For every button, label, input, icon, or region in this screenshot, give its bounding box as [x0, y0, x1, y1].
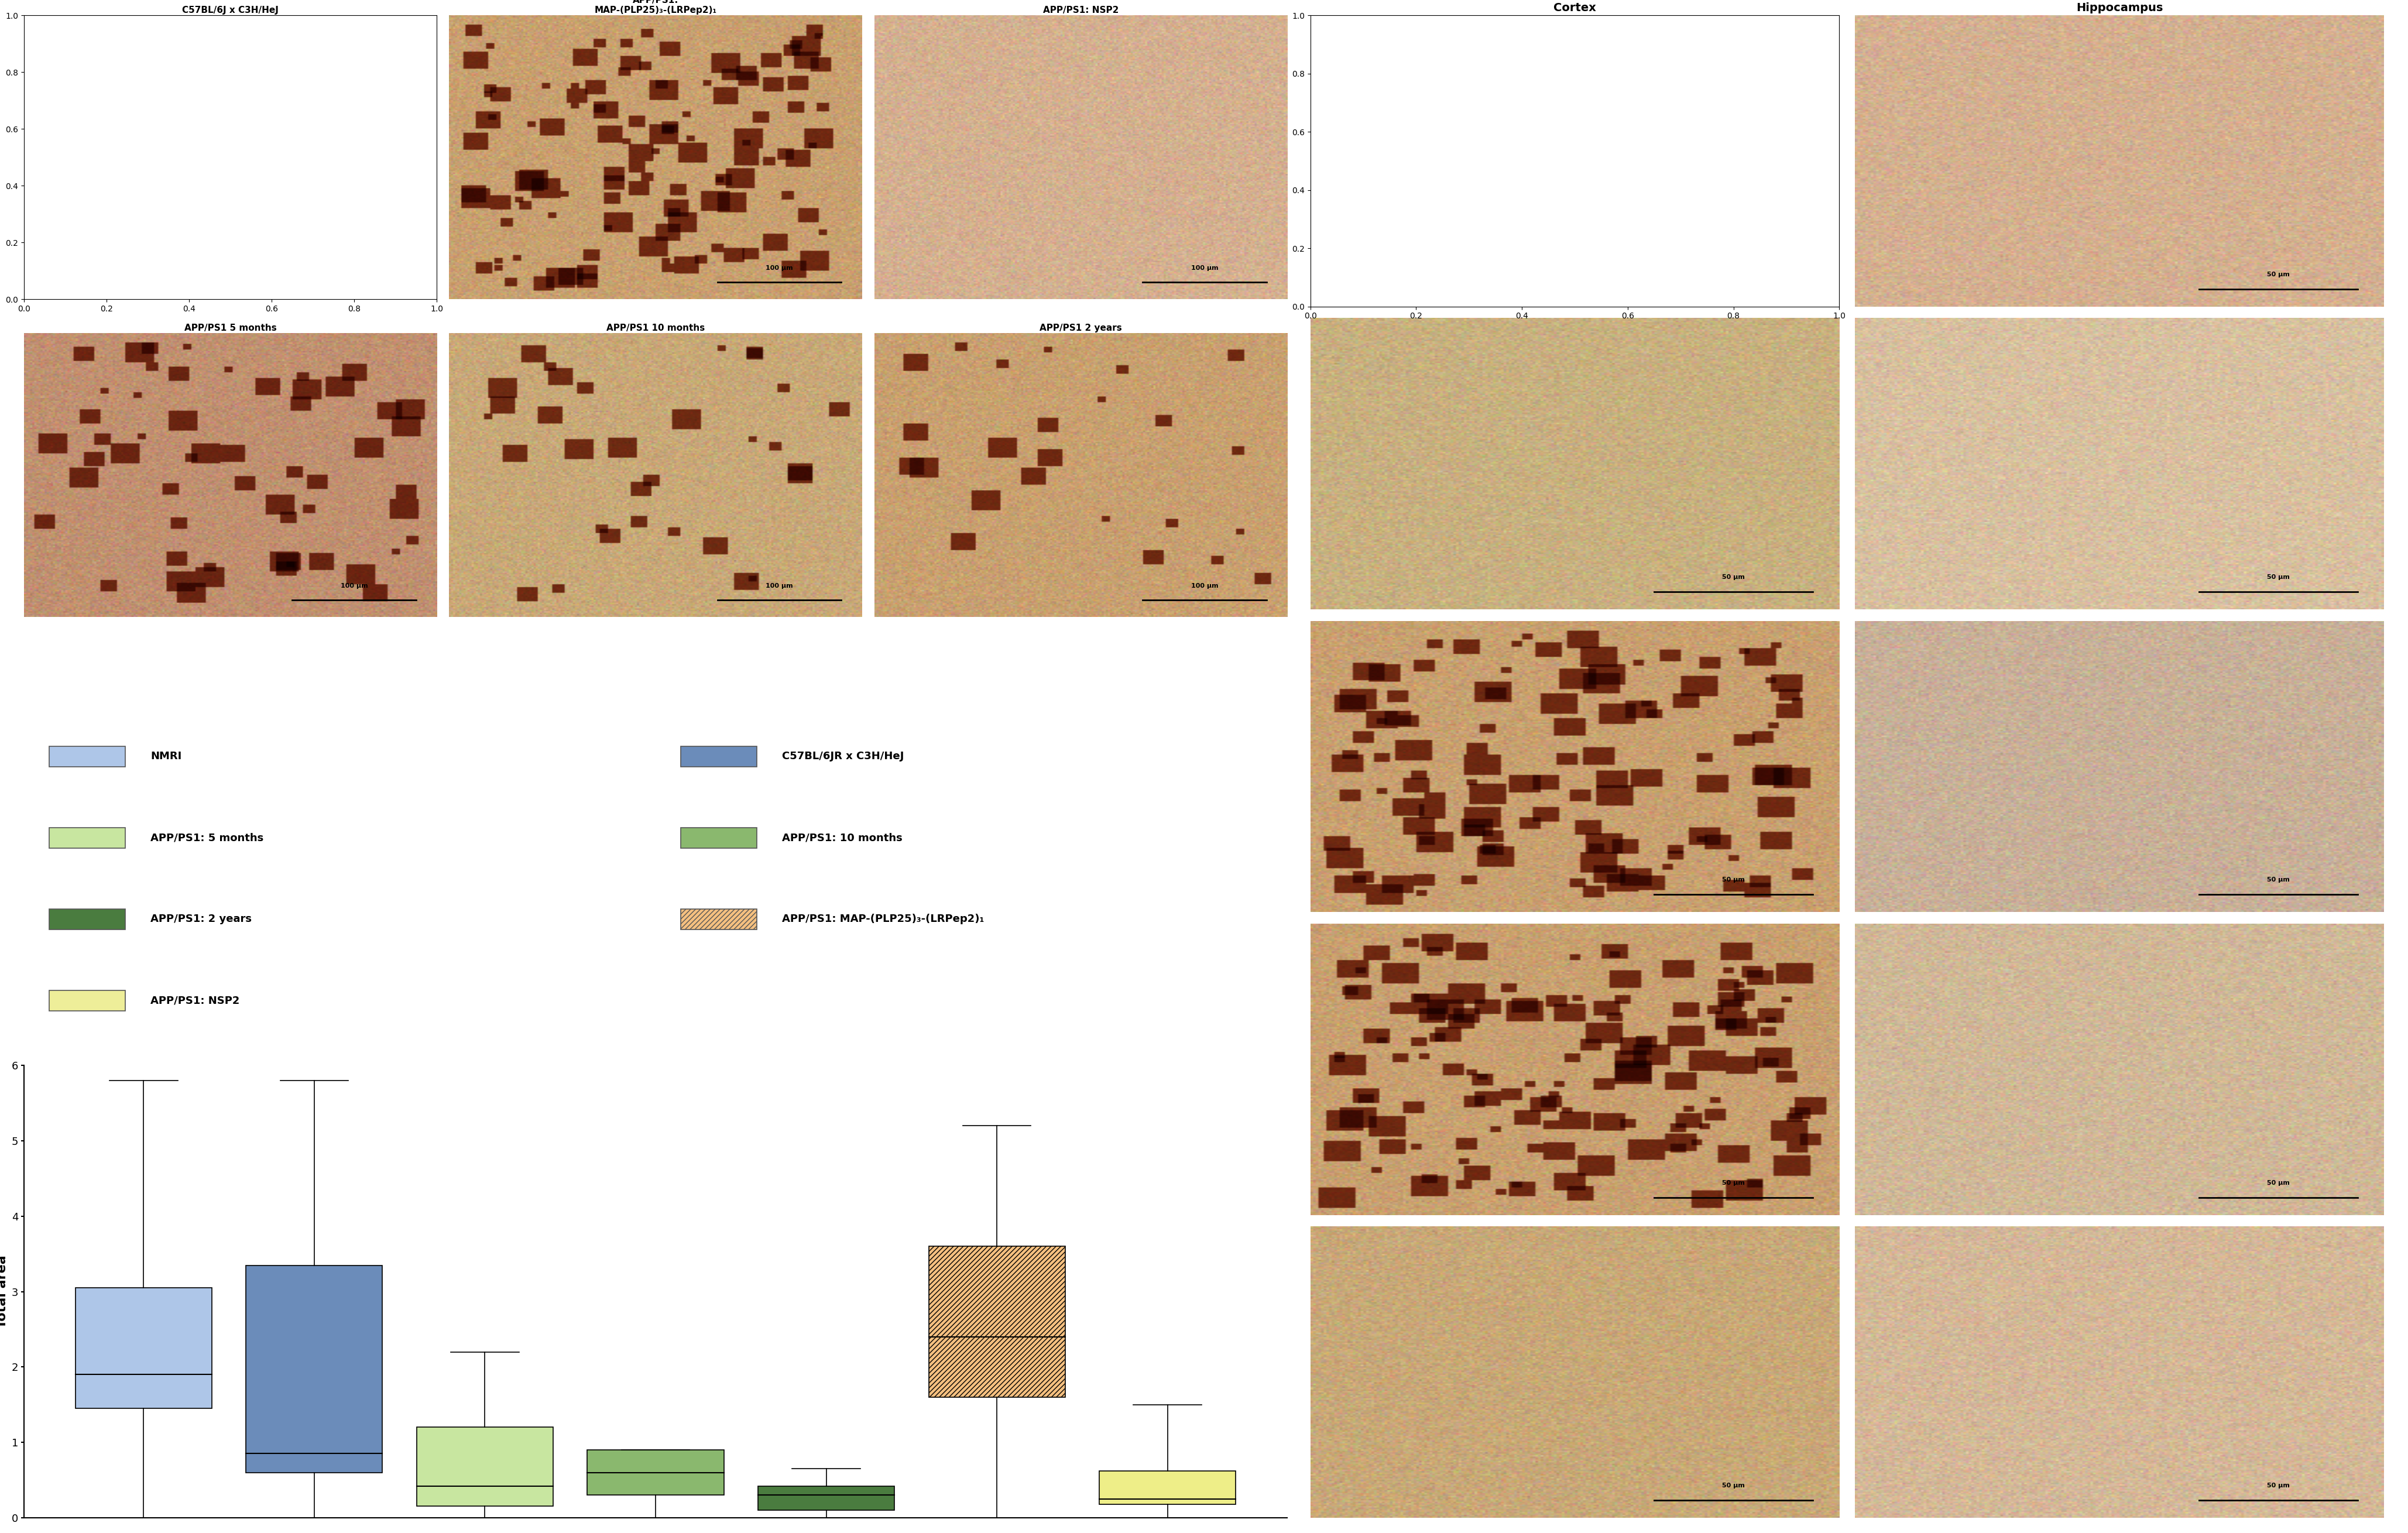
FancyBboxPatch shape [681, 747, 756, 766]
FancyBboxPatch shape [48, 990, 125, 1010]
Text: APP/PS1: MAP-(PLP25)₃-(LRPep2)₁: APP/PS1: MAP-(PLP25)₃-(LRPep2)₁ [783, 914, 985, 924]
Text: APP/PS1: 2 years: APP/PS1: 2 years [149, 914, 253, 924]
Bar [75, 1288, 212, 1409]
Text: APP/PS1: NSP2: APP/PS1: NSP2 [149, 995, 238, 1006]
Title: APP/PS1 2 years: APP/PS1 2 years [1040, 323, 1122, 333]
Text: 100 μm: 100 μm [766, 583, 792, 589]
Text: 100 μm: 100 μm [766, 265, 792, 271]
Title: Cortex: Cortex [1553, 3, 1597, 14]
Title: C57BL/6J x C3H/HeJ: C57BL/6J x C3H/HeJ [183, 6, 279, 15]
Text: 50 μm: 50 μm [2266, 271, 2290, 277]
FancyBboxPatch shape [48, 828, 125, 848]
Text: 50 μm: 50 μm [1722, 1482, 1746, 1489]
Title: APP/PS1:
MAP-(PLP25)₃-(LRPep2)₁: APP/PS1: MAP-(PLP25)₃-(LRPep2)₁ [595, 0, 718, 15]
Text: 50 μm: 50 μm [2266, 1482, 2290, 1489]
Bar [759, 1485, 893, 1510]
Text: 50 μm: 50 μm [1722, 877, 1746, 883]
Title: Hippocampus: Hippocampus [2076, 3, 2162, 14]
Text: NMRI: NMRI [149, 751, 181, 762]
Text: 100 μm: 100 μm [1192, 265, 1218, 271]
FancyBboxPatch shape [48, 747, 125, 766]
Text: 100 μm: 100 μm [1192, 583, 1218, 589]
Y-axis label: Total area: Total area [0, 1256, 7, 1328]
Title: APP/PS1 10 months: APP/PS1 10 months [607, 323, 706, 333]
Text: 50 μm: 50 μm [2266, 877, 2290, 883]
Text: 50 μm: 50 μm [2266, 575, 2290, 579]
Text: 50 μm: 50 μm [1722, 575, 1746, 579]
Bar [417, 1427, 554, 1507]
Bar [929, 1246, 1064, 1397]
FancyBboxPatch shape [681, 909, 756, 929]
FancyBboxPatch shape [681, 828, 756, 848]
Title: APP/PS1: NSP2: APP/PS1: NSP2 [1043, 6, 1120, 15]
Y-axis label: C57BL/6J x C3H/HeJ: C57BL/6J x C3H/HeJ [1298, 112, 1308, 208]
Bar [246, 1265, 383, 1473]
Text: 100 μm: 100 μm [340, 583, 368, 589]
Text: 50 μm: 50 μm [1722, 271, 1746, 277]
Text: APP/PS1: 5 months: APP/PS1: 5 months [149, 832, 262, 843]
Bar [1100, 1472, 1235, 1504]
Bar [588, 1450, 725, 1495]
Text: 50 μm: 50 μm [2266, 1180, 2290, 1185]
Title: APP/PS1 5 months: APP/PS1 5 months [185, 323, 277, 333]
Text: APP/PS1: 10 months: APP/PS1: 10 months [783, 832, 903, 843]
Text: C57BL/6JR x C3H/HeJ: C57BL/6JR x C3H/HeJ [783, 751, 903, 762]
Text: 200 μm: 200 μm [340, 265, 368, 271]
FancyBboxPatch shape [48, 909, 125, 929]
Text: 50 μm: 50 μm [1722, 1180, 1746, 1185]
